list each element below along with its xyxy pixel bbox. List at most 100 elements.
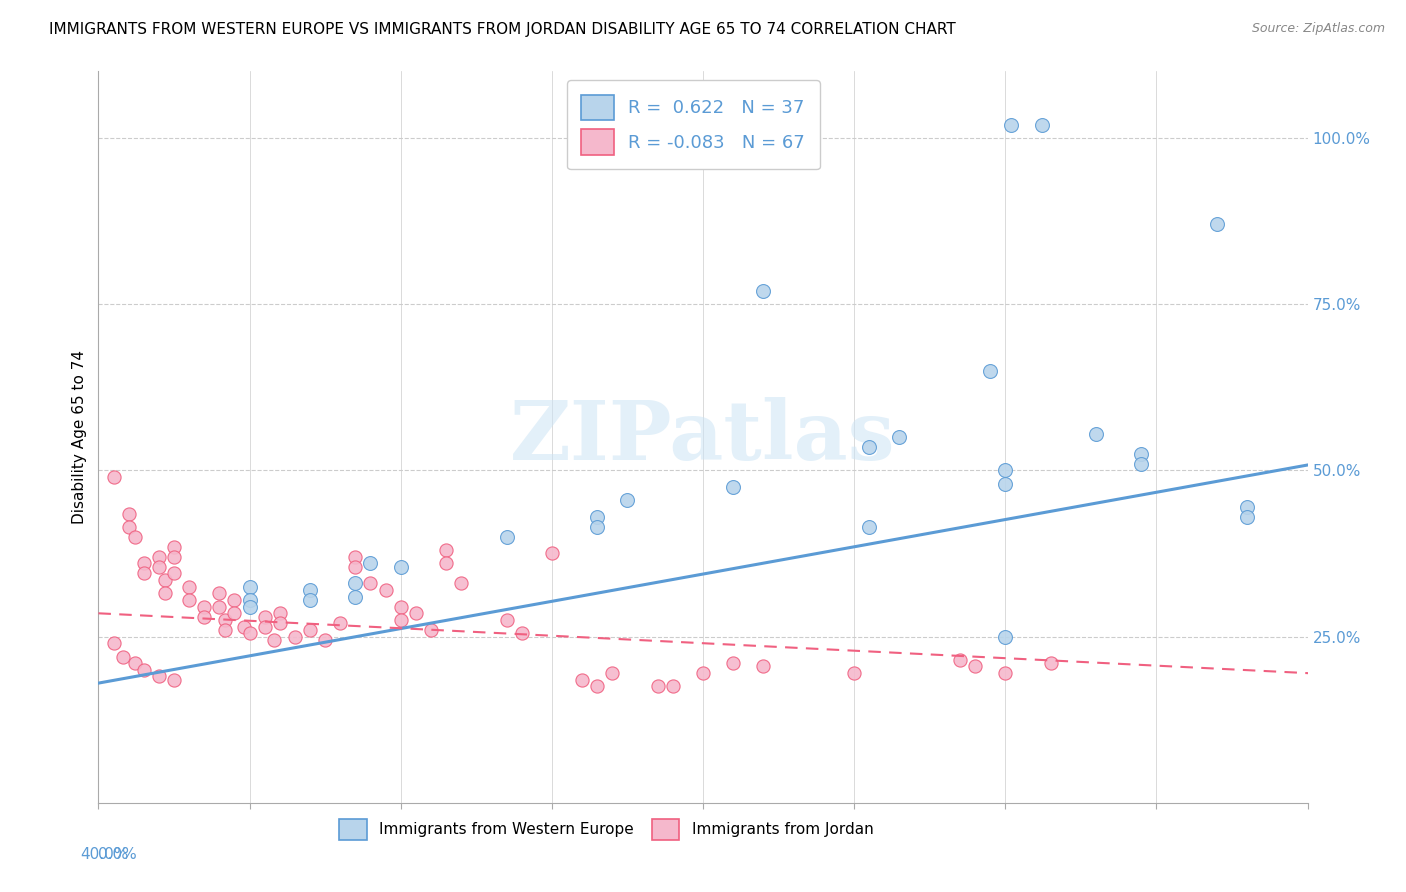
Point (269, 616, 291, 631)
Point (389, 599, 412, 614)
Point (586, 520, 609, 534)
Text: 40.0%: 40.0% (80, 847, 129, 862)
Point (949, 653, 972, 667)
Point (299, 593, 322, 607)
Point (118, 520, 141, 534)
Point (132, 557, 155, 571)
Point (132, 566, 155, 581)
Text: ZIPatlas: ZIPatlas (510, 397, 896, 477)
Point (994, 630, 1017, 644)
Point (253, 619, 276, 633)
Point (586, 509, 609, 524)
Point (193, 599, 215, 614)
Point (434, 557, 457, 571)
Point (214, 623, 236, 637)
Point (586, 680, 609, 694)
Point (434, 543, 457, 558)
Point (1039, 656, 1062, 670)
Point (1402, 593, 1406, 607)
Point (179, 593, 201, 607)
Point (647, 680, 669, 694)
Point (269, 607, 291, 621)
Point (616, 493, 638, 508)
Point (153, 573, 176, 587)
Point (1236, 500, 1258, 514)
Point (571, 673, 593, 687)
Point (344, 559, 367, 574)
Text: 0.0%: 0.0% (98, 847, 138, 862)
Point (1130, 447, 1153, 461)
Point (344, 590, 367, 604)
Point (858, 520, 880, 534)
Point (118, 507, 141, 521)
Point (858, 440, 880, 454)
Point (263, 632, 285, 647)
Point (1085, 426, 1108, 441)
Point (299, 623, 322, 637)
Point (239, 593, 262, 607)
Point (284, 630, 307, 644)
Point (752, 659, 775, 673)
Point (450, 576, 472, 591)
Point (148, 559, 170, 574)
Point (193, 609, 215, 624)
Point (314, 632, 336, 647)
Point (232, 619, 254, 633)
Point (692, 666, 714, 681)
Point (148, 669, 170, 683)
Point (994, 463, 1017, 477)
Point (1130, 457, 1153, 471)
Point (344, 576, 367, 591)
Point (208, 599, 231, 614)
Point (360, 557, 382, 571)
Point (124, 656, 146, 670)
Point (889, 430, 911, 444)
Point (299, 582, 322, 597)
Point (389, 613, 412, 627)
Point (374, 582, 396, 597)
Point (360, 576, 382, 591)
Point (965, 659, 987, 673)
Point (163, 673, 186, 687)
Point (239, 580, 262, 594)
Point (224, 607, 246, 621)
Point (844, 666, 866, 681)
Text: Source: ZipAtlas.com: Source: ZipAtlas.com (1251, 22, 1385, 36)
Point (153, 586, 176, 600)
Point (389, 559, 412, 574)
Point (495, 530, 517, 544)
Point (214, 613, 236, 627)
Point (1236, 509, 1258, 524)
Point (510, 626, 533, 640)
Point (723, 656, 745, 670)
Point (979, 363, 1001, 377)
Point (1000, 118, 1022, 132)
Point (148, 549, 170, 564)
Point (132, 663, 155, 677)
Point (253, 609, 276, 624)
Point (163, 540, 186, 554)
Text: IMMIGRANTS FROM WESTERN EUROPE VS IMMIGRANTS FROM JORDAN DISABILITY AGE 65 TO 74: IMMIGRANTS FROM WESTERN EUROPE VS IMMIGR… (49, 22, 956, 37)
Point (329, 616, 352, 631)
Point (163, 566, 186, 581)
Point (676, 151, 699, 165)
Point (111, 649, 134, 664)
Point (103, 470, 125, 484)
Point (1206, 217, 1229, 231)
Point (752, 284, 775, 298)
Point (420, 623, 443, 637)
Point (1031, 118, 1053, 132)
Point (602, 666, 624, 681)
Point (239, 626, 262, 640)
Point (344, 549, 367, 564)
Legend: Immigrants from Western Europe, Immigrants from Jordan: Immigrants from Western Europe, Immigran… (333, 813, 880, 847)
Point (224, 593, 246, 607)
Point (239, 599, 262, 614)
Y-axis label: Disability Age 65 to 74: Disability Age 65 to 74 (72, 350, 87, 524)
Point (208, 586, 231, 600)
Point (661, 680, 683, 694)
Point (540, 546, 562, 560)
Point (124, 530, 146, 544)
Point (163, 549, 186, 564)
Point (103, 636, 125, 650)
